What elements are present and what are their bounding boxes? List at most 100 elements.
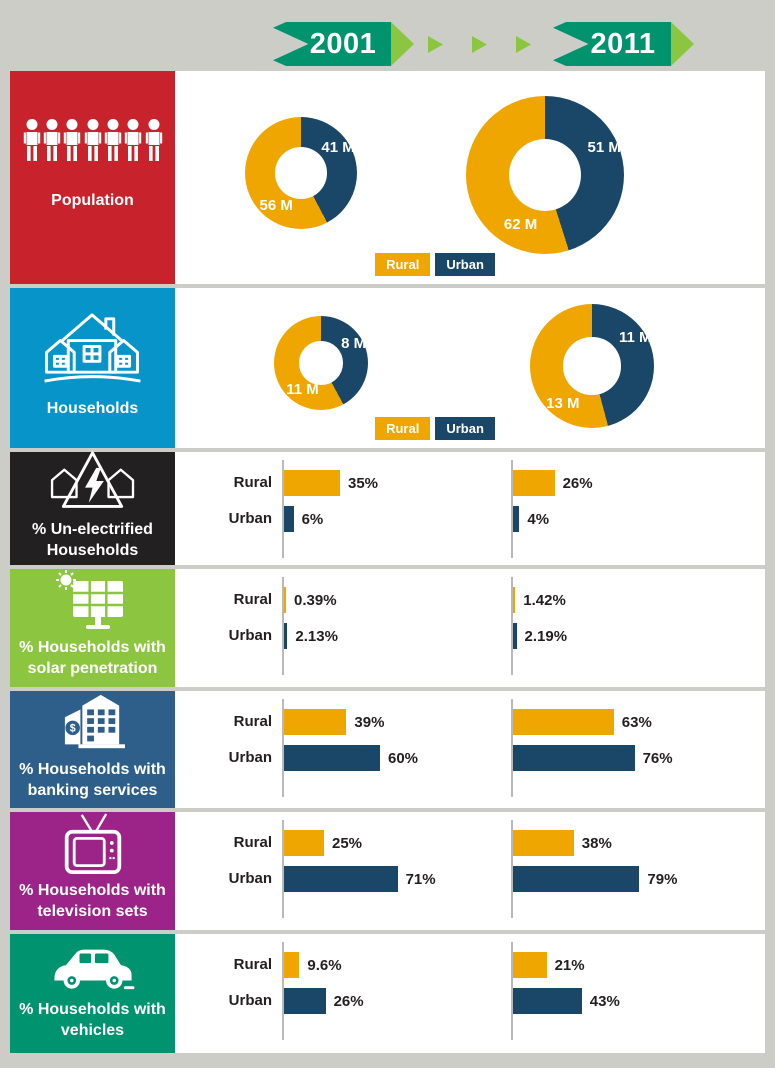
urban-value-label: 6% (301, 510, 324, 528)
bar-chart-area-2001: 25% 71% (282, 820, 511, 918)
people-row-icon (23, 119, 163, 165)
urban-slice-label: 51 M (587, 138, 621, 156)
urban-value-label: 79% (647, 870, 678, 888)
urban-value-label: 76% (642, 749, 673, 767)
legend-rural-key: Rural (375, 417, 431, 440)
banner-arrowhead-icon (391, 22, 414, 66)
rural-slice-label: 56 M (259, 197, 293, 215)
urban-bar (284, 506, 294, 532)
bar-chart-area-2011: 21% 43% (511, 942, 761, 1040)
rural-bar (513, 709, 614, 735)
urban-category-label: Urban (228, 870, 272, 887)
bar-chart-area-2001: 9.6% 26% (282, 942, 511, 1040)
row-households: Households 8 M 11 M 11 M 13 M Rural Urba… (10, 288, 765, 448)
rural-value-label: 39% (354, 713, 385, 731)
urban-value-label: 4% (527, 510, 550, 528)
urban-bar (513, 623, 517, 649)
bar-chart-area-2011: 26% 4% (511, 460, 761, 558)
progress-arrow-icon (472, 36, 487, 53)
row-banking: $ % Households with banking services Rur… (10, 691, 765, 808)
bar-chart: Rural Urban 39% 60% 63% 76% (175, 699, 761, 797)
category-labels: Rural Urban (175, 460, 282, 558)
urban-bar (513, 866, 640, 892)
year-banner-2001-body: 2001 (273, 22, 391, 66)
bank-building-icon: $ (54, 692, 132, 754)
sidebar-households: Households (10, 288, 175, 448)
bar-chart-area-2001: 0.39% 2.13% (282, 577, 511, 675)
rural-slice-label: 62 M (503, 216, 538, 234)
urban-value-label: 60% (388, 749, 419, 767)
sidebar-label: % Households with television sets (19, 882, 166, 920)
car-icon (47, 940, 139, 994)
urban-bar (284, 745, 380, 771)
rural-slice-label: 11 M (286, 380, 319, 398)
bar-chart: Rural Urban 25% 71% 38% 79% (175, 820, 761, 918)
urban-bar (284, 988, 326, 1014)
households-2001-donut: 8 M 11 M (274, 316, 368, 410)
urban-value-label: 71% (405, 870, 436, 888)
bar-chart-area-2011: 63% 76% (511, 699, 761, 797)
houses-icon (40, 303, 145, 387)
svg-text:$: $ (69, 722, 75, 734)
households-2011-donut: 11 M 13 M (530, 304, 654, 428)
rural-bar (284, 709, 347, 735)
rural-category-label: Rural (233, 591, 272, 608)
solar-panel-icon (53, 570, 133, 632)
population-2001-donut: 41 M 56 M (245, 117, 357, 229)
urban-bar (513, 988, 582, 1014)
rural-category-label: Rural (233, 713, 272, 730)
rural-urban-legend: Rural Urban (175, 417, 695, 440)
television-chart-panel: Rural Urban 25% 71% 38% 79% (175, 812, 765, 930)
bar-chart: Rural Urban 35% 6% 26% 4% (175, 460, 761, 558)
sidebar-label: % Households with solar penetration (19, 639, 166, 677)
bar-chart-area-2011: 1.42% 2.19% (511, 577, 761, 675)
rural-bar (284, 830, 324, 856)
bar-chart-area-2011: 38% 79% (511, 820, 761, 918)
rural-value-label: 35% (348, 474, 379, 492)
rural-urban-legend: Rural Urban (175, 253, 695, 276)
bar-chart-area-2001: 35% 6% (282, 460, 511, 558)
progress-arrow-icon (428, 36, 443, 53)
urban-slice-label: 8 M (341, 334, 367, 352)
urban-bar (284, 866, 398, 892)
unelectrified-houses-icon (47, 450, 139, 514)
rural-bar (513, 470, 555, 496)
urban-category-label: Urban (228, 992, 272, 1009)
rural-value-label: 25% (332, 834, 363, 852)
urban-slice-label: 11 M (619, 328, 652, 346)
sidebar-population: Population (10, 71, 175, 284)
rural-bar (284, 470, 340, 496)
urban-bar (513, 745, 635, 771)
sidebar-banking: $ % Households with banking services (10, 691, 175, 808)
progress-arrow-icon (516, 36, 531, 53)
sidebar-label: % Households with vehicles (19, 1000, 166, 1039)
rural-category-label: Rural (233, 474, 272, 491)
urban-bar (284, 623, 288, 649)
banner-arrowhead-icon (671, 22, 694, 66)
rural-value-label: 21% (554, 956, 585, 974)
bar-chart-area-2001: 39% 60% (282, 699, 511, 797)
sidebar-label: % Un-electrified Households (32, 520, 153, 559)
category-labels: Rural Urban (175, 820, 282, 918)
row-vehicles: % Households with vehicles Rural Urban 9… (10, 934, 765, 1053)
urban-value-label: 43% (589, 992, 620, 1010)
rural-value-label: 1.42% (523, 591, 566, 609)
television-icon (53, 813, 133, 875)
rural-bar (513, 587, 516, 613)
population-2011-donut: 51 M 62 M (466, 96, 624, 254)
bar-chart: Rural Urban 0.39% 2.13% 1.42% 2.19% (175, 577, 761, 675)
rural-value-label: 38% (581, 834, 612, 852)
year-banner-2001: 2001 (273, 22, 414, 66)
rural-bar (284, 587, 286, 613)
rural-bar (513, 952, 547, 978)
rural-category-label: Rural (233, 956, 272, 973)
urban-value-label: 26% (333, 992, 364, 1010)
sidebar-vehicles: % Households with vehicles (10, 934, 175, 1053)
category-labels: Rural Urban (175, 942, 282, 1040)
legend-urban-key: Urban (435, 417, 495, 440)
urban-bar (513, 506, 520, 532)
urban-category-label: Urban (228, 510, 272, 527)
legend-urban-key: Urban (435, 253, 495, 276)
rural-value-label: 63% (621, 713, 652, 731)
sidebar-label: % Households with banking services (19, 760, 166, 799)
